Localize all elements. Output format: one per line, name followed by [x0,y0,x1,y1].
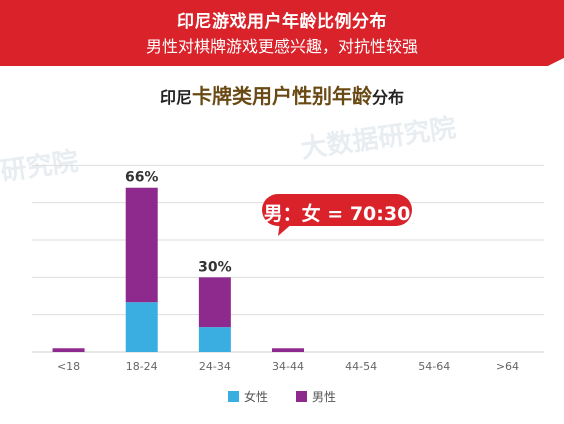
x-tick-label: 54-64 [418,360,450,373]
banner-subtitle: 男性对棋牌游戏更感兴趣，对抗性较强 [145,37,418,56]
banner-background [0,0,564,66]
bar-segment-male [125,187,158,303]
banner-title: 印尼游戏用户年龄比例分布 [177,12,387,32]
x-tick-label: 44-54 [345,360,377,373]
header-banner: 印尼游戏用户年龄比例分布 男性对棋牌游戏更感兴趣，对抗性较强 [0,0,564,66]
bar-segment-male [52,348,85,352]
chart-legend: 女性 男性 [0,388,564,405]
callout-bubble [262,194,412,236]
x-tick-label: 24-34 [199,360,231,373]
legend-swatch-male [296,391,307,402]
chart-title-part3: 分布 [372,88,405,107]
legend-swatch-female [227,391,239,402]
chart-title-part2: 卡牌类用户性别年龄 [192,84,372,108]
bar-segment-male [272,348,304,352]
legend-label-female: 女性 [243,390,268,404]
x-tick-label: 18-24 [126,360,158,373]
legend-item-male: 男性 [296,388,336,405]
x-tick-label: >64 [496,360,519,373]
ratio-text: 男：女 = 70:30 [263,203,411,225]
ratio-callout: 男：女 = 70:30 [262,194,412,236]
bar-segment-female [198,327,231,352]
data-label: 30% [198,259,232,275]
bar-segment-male [198,277,231,328]
chart-title-part1: 印尼 [159,88,192,107]
chart-title: 印尼卡牌类用户性别年龄分布 [0,80,564,109]
legend-item-female: 女性 [227,388,268,405]
x-tick-label: <18 [57,360,80,373]
legend-label-male: 男性 [312,390,337,404]
data-label: 66% [125,170,159,186]
bar-segment-female [125,302,158,352]
x-tick-label: 34-44 [272,360,304,373]
